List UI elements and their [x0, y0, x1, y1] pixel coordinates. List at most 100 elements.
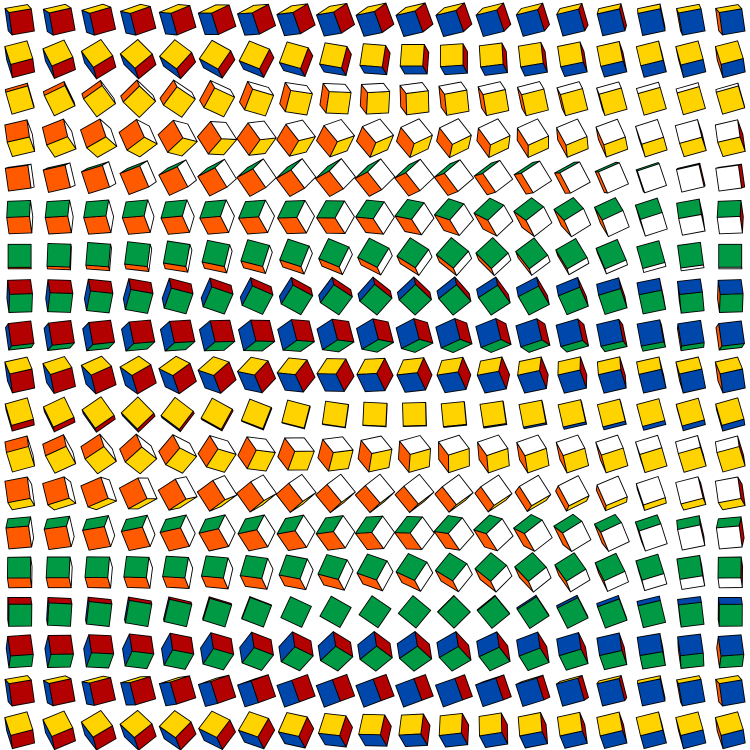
cube — [554, 161, 591, 194]
cube-face-left — [596, 8, 626, 37]
cube-face-left — [436, 276, 457, 300]
cube — [356, 357, 394, 393]
cube-face-left — [516, 594, 537, 610]
cube-face-top — [438, 712, 463, 737]
cube — [555, 434, 590, 474]
cube-face-left — [239, 631, 255, 664]
cube — [278, 631, 314, 672]
cube — [557, 399, 588, 430]
cube-face-right — [333, 515, 356, 549]
cube-face-left — [197, 369, 222, 394]
cube-face-top — [362, 401, 388, 427]
cube — [202, 596, 233, 628]
cube-face-right — [477, 81, 506, 96]
cube — [354, 473, 396, 514]
cube — [596, 277, 628, 315]
cube-face-back — [123, 576, 151, 589]
cube — [199, 199, 235, 235]
cube-face-right — [28, 516, 35, 548]
cube-face-right — [105, 199, 115, 233]
cube-face-right — [209, 80, 236, 98]
cube-face-bottom — [124, 599, 153, 628]
cube — [200, 632, 235, 671]
cube — [200, 397, 234, 432]
cube-face-right — [338, 246, 353, 276]
cube-face-right — [717, 577, 743, 589]
cube-face-bottom — [83, 199, 110, 219]
cube-face-left — [436, 631, 459, 658]
cube-face-right — [322, 436, 354, 453]
cube — [676, 675, 706, 707]
cube-face-bottom — [6, 556, 32, 579]
cube — [395, 2, 434, 37]
cube-face-top — [319, 42, 348, 69]
cube — [435, 318, 473, 354]
cube-face-left — [520, 62, 548, 77]
cube-face-left — [356, 372, 386, 393]
cube — [354, 158, 396, 197]
cube — [435, 2, 473, 37]
cube — [717, 556, 744, 589]
cube — [437, 594, 471, 629]
cube-face-left — [435, 10, 465, 37]
cube — [594, 197, 630, 238]
cube-face-bottom — [45, 556, 71, 579]
cube-face-left — [316, 373, 345, 392]
cube — [516, 81, 549, 117]
cube-face-left — [475, 318, 502, 348]
cube — [5, 634, 34, 669]
cube — [237, 436, 276, 472]
cube-face-left — [278, 62, 306, 77]
cube — [80, 39, 117, 80]
cube-face-right — [299, 558, 314, 591]
cube — [436, 631, 472, 672]
cube-face-left — [362, 424, 387, 428]
cube-face-right — [69, 243, 72, 271]
cube — [160, 396, 195, 433]
cube-face-bottom — [162, 240, 191, 267]
cube — [553, 513, 592, 552]
cube-face-left — [677, 678, 706, 707]
cube — [5, 320, 35, 351]
cube — [119, 160, 157, 196]
cube — [397, 595, 432, 629]
cube — [556, 632, 589, 671]
cube — [122, 633, 155, 670]
cube-face-left — [638, 368, 667, 394]
cube-face-left — [437, 594, 455, 613]
cube — [399, 44, 430, 75]
cube-face-left — [395, 678, 423, 708]
cube-face-right — [372, 201, 395, 235]
cube-face-bottom — [676, 554, 704, 580]
cube-face-left — [358, 733, 388, 747]
cube-face-right — [63, 434, 77, 465]
cube-face-left — [197, 12, 219, 36]
cube-face-left — [556, 632, 582, 657]
cube — [556, 276, 589, 316]
cube — [517, 356, 549, 394]
cube — [277, 319, 315, 352]
cube-face-right — [376, 560, 394, 592]
cube — [556, 594, 589, 629]
cube — [396, 118, 433, 158]
cube — [557, 41, 588, 78]
cube — [676, 198, 706, 236]
cube-face-bottom — [280, 596, 312, 628]
cube-face-top — [240, 398, 272, 430]
cube — [476, 356, 511, 394]
cube-face-bottom — [162, 555, 189, 579]
cube-face-top — [399, 44, 425, 67]
cube — [514, 552, 552, 593]
cube — [80, 476, 118, 511]
cube — [473, 159, 514, 196]
cube-face-right — [595, 434, 624, 456]
cube-face-left — [596, 318, 624, 347]
cube — [675, 40, 707, 78]
cube-face-bottom — [85, 601, 113, 627]
cube-face-bottom — [679, 291, 705, 314]
cube — [6, 199, 34, 235]
cube-face-front — [8, 8, 35, 36]
cube — [5, 516, 35, 550]
cube-face-right — [438, 81, 468, 95]
cube-face-right — [604, 259, 628, 275]
